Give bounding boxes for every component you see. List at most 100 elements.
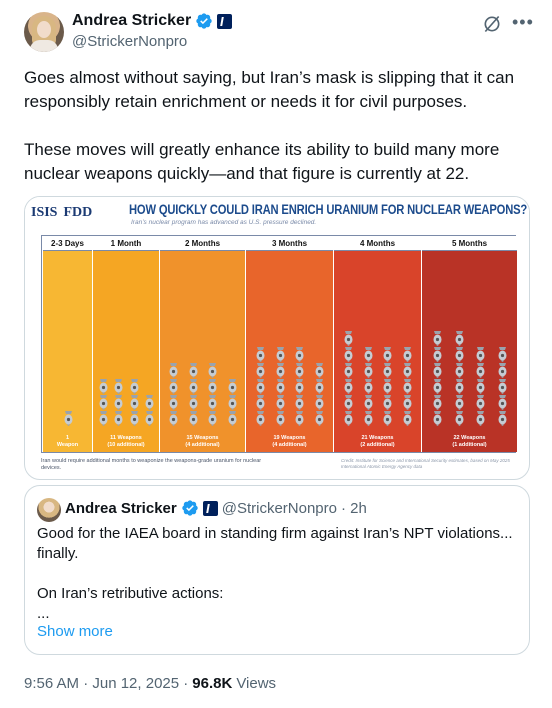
chart-column: 4 Months 21 Weapons (2 additional) <box>333 236 421 452</box>
weapon-mark <box>207 395 218 410</box>
affiliation-badge-icon <box>217 13 233 29</box>
logo: ISIS FDD <box>31 205 92 221</box>
weapon-mark <box>475 379 486 394</box>
show-more-link[interactable]: Show more <box>37 623 113 640</box>
weapon-mark <box>363 411 374 426</box>
weapon-mark <box>402 411 413 426</box>
weapon-mark <box>255 395 266 410</box>
quoted-avatar <box>37 498 61 522</box>
chart-column: 2 Months 15 Weapons (4 additional) <box>159 236 245 452</box>
weapon-mark <box>432 331 443 346</box>
media-image[interactable]: ISIS FDD HOW QUICKLY COULD IRAN ENRICH U… <box>24 196 530 480</box>
weapon-mark <box>497 379 508 394</box>
chart-credit: Credit: Institute for Science and Intern… <box>341 458 510 469</box>
quoted-paragraph: Good for the IAEA board in standing firm… <box>37 525 513 562</box>
weapon-mark <box>454 363 465 378</box>
quoted-ellipsis: ... <box>37 605 50 622</box>
weapon-mark <box>188 411 199 426</box>
weapon-mark <box>454 347 465 362</box>
chart-category-label: 1 Month <box>93 236 159 251</box>
weapon-mark <box>188 379 199 394</box>
weapon-mark <box>475 411 486 426</box>
weapon-mark <box>363 395 374 410</box>
weapon-mark <box>382 363 393 378</box>
weapon-mark <box>207 411 218 426</box>
weapon-mark <box>402 379 413 394</box>
weapon-mark <box>63 411 74 426</box>
weapon-mark <box>129 379 140 394</box>
chart-subtitle: Iran’s nuclear program has advanced as U… <box>131 219 317 226</box>
weapon-mark <box>497 363 508 378</box>
weapon-mark <box>363 379 374 394</box>
chart-title: HOW QUICKLY COULD IRAN ENRICH URANIUM FO… <box>129 202 528 217</box>
grok-icon[interactable] <box>482 14 502 34</box>
tweet-paragraph: These moves will greatly enhance its abi… <box>24 140 500 183</box>
weapon-mark <box>294 395 305 410</box>
chart-column: 3 Months 19 Weapons (4 additional) <box>245 236 333 452</box>
weapon-mark <box>255 347 266 362</box>
weapon-mark <box>314 363 325 378</box>
weapon-mark <box>432 363 443 378</box>
weapon-mark <box>294 411 305 426</box>
weapon-mark <box>382 395 393 410</box>
verified-badge-icon <box>182 500 198 516</box>
isis-logo: ISIS <box>31 205 58 220</box>
weapon-mark <box>343 347 354 362</box>
weapon-mark <box>402 395 413 410</box>
fdd-logo: FDD <box>63 205 93 220</box>
views-count: 96.8K <box>192 675 233 692</box>
chart-category-label: 2 Months <box>160 236 245 251</box>
weapon-mark <box>227 395 238 410</box>
weapon-mark <box>168 411 179 426</box>
avatar[interactable] <box>24 12 64 52</box>
weapon-mark <box>255 363 266 378</box>
media-header: ISIS FDD HOW QUICKLY COULD IRAN ENRICH U… <box>25 197 529 233</box>
weapon-mark <box>227 379 238 394</box>
chart: 2-3 Days 1 Weapon 1 Month 11 Weapons (10 addi… <box>41 235 517 453</box>
chart-category-label: 4 Months <box>334 236 421 251</box>
quoted-author-name: Andrea Stricker <box>65 499 177 517</box>
weapon-mark <box>113 411 124 426</box>
weapon-mark <box>314 395 325 410</box>
weapon-mark <box>454 395 465 410</box>
weapon-mark <box>255 411 266 426</box>
chart-value-label: 1 Weapon <box>56 435 79 448</box>
weapon-mark <box>343 363 354 378</box>
quoted-paragraph: On Iran’s retributive actions: <box>37 585 224 602</box>
weapon-mark <box>207 379 218 394</box>
quoted-tweet[interactable]: Andrea Stricker @StrickerNonpro · 2h Goo… <box>24 485 530 655</box>
author-handle[interactable]: @StrickerNonpro <box>72 33 188 50</box>
weapon-mark <box>98 379 109 394</box>
weapon-mark <box>275 411 286 426</box>
weapon-mark <box>343 395 354 410</box>
weapon-mark <box>475 395 486 410</box>
weapon-mark <box>113 395 124 410</box>
quoted-author-handle: @StrickerNonpro <box>221 499 337 517</box>
chart-value-label: 21 Weapons (2 additional) <box>360 435 395 448</box>
views-label: Views <box>236 675 277 692</box>
weapon-mark <box>275 395 286 410</box>
weapon-mark <box>343 379 354 394</box>
weapon-mark <box>402 363 413 378</box>
weapon-mark <box>497 411 508 426</box>
chart-footnote: Iran would require additional months to … <box>41 458 262 471</box>
weapon-mark <box>363 363 374 378</box>
weapon-mark <box>144 411 155 426</box>
weapon-mark <box>497 347 508 362</box>
weapon-mark <box>255 379 266 394</box>
weapon-mark <box>275 379 286 394</box>
tweet-text: Goes almost without saying, but Iran’s m… <box>24 66 529 210</box>
chart-category-label: 5 Months <box>422 236 517 251</box>
quoted-text: Good for the IAEA board in standing firm… <box>37 524 517 624</box>
author-name[interactable]: Andrea Stricker <box>72 12 192 29</box>
timestamp[interactable]: 9:56 AM · Jun 12, 2025 · <box>24 675 189 692</box>
weapon-mark <box>432 395 443 410</box>
weapon-mark <box>275 347 286 362</box>
chart-column: 2-3 Days 1 Weapon <box>42 236 92 452</box>
weapon-mark <box>294 363 305 378</box>
weapon-mark <box>168 395 179 410</box>
weapon-mark <box>294 347 305 362</box>
more-options-icon[interactable]: ••• <box>512 12 534 32</box>
chart-value-label: 22 Weapons (1 additional) <box>452 435 487 448</box>
weapon-mark <box>98 395 109 410</box>
